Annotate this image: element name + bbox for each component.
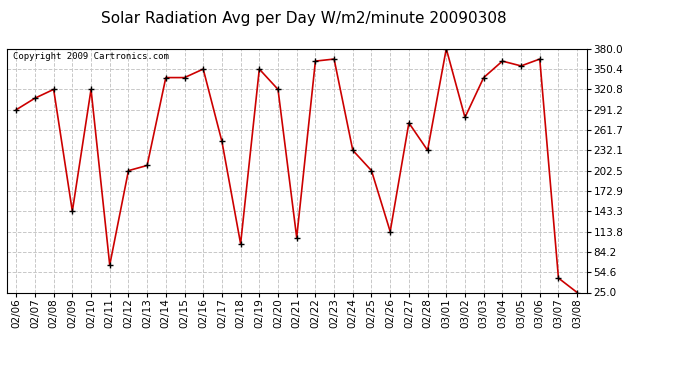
Text: Solar Radiation Avg per Day W/m2/minute 20090308: Solar Radiation Avg per Day W/m2/minute … — [101, 11, 506, 26]
Text: Copyright 2009 Cartronics.com: Copyright 2009 Cartronics.com — [12, 53, 168, 62]
